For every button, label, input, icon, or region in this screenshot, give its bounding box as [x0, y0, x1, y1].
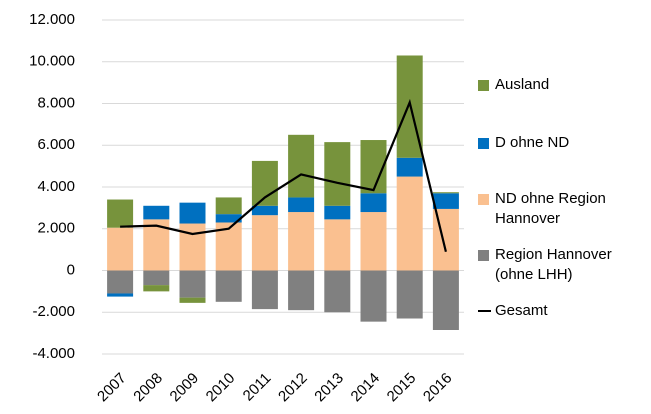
legend-label: ND ohne Region Hannover	[495, 190, 606, 227]
bar	[288, 212, 315, 271]
bar	[360, 212, 387, 271]
bar	[432, 193, 459, 209]
bar	[179, 202, 206, 224]
x-tick-label: 2012	[275, 370, 311, 406]
x-tick-label: 2008	[130, 370, 166, 406]
y-tick-label: 6.000	[37, 136, 75, 153]
bar	[324, 205, 351, 220]
bar	[396, 157, 423, 177]
bar	[143, 285, 170, 292]
x-tick-label: 2010	[203, 370, 239, 406]
bar	[251, 270, 278, 310]
bar	[215, 214, 242, 223]
bar	[396, 270, 423, 319]
bar	[251, 215, 278, 271]
bar	[215, 197, 242, 215]
legend-swatch	[478, 310, 491, 312]
y-tick-label: 12.000	[29, 11, 75, 28]
bar	[324, 142, 351, 206]
y-tick-label: 0	[67, 261, 75, 278]
legend-item: Ausland	[478, 75, 630, 95]
y-tick-label: -2.000	[32, 303, 75, 320]
legend-label: D ohne ND	[495, 134, 570, 151]
bar	[324, 219, 351, 271]
bar	[107, 227, 134, 271]
legend-item: Region Hannover (ohne LHH)	[478, 245, 630, 285]
legend-item: D ohne ND	[478, 133, 630, 153]
bar	[215, 270, 242, 302]
bar	[432, 192, 459, 194]
legend-label: Gesamt	[495, 302, 548, 319]
legend-item: Gesamt	[478, 301, 630, 321]
bar	[360, 270, 387, 322]
bar	[179, 223, 206, 271]
bar	[143, 205, 170, 220]
bar	[288, 270, 315, 311]
bar	[251, 205, 278, 216]
x-tick-label: 2013	[311, 370, 347, 406]
x-tick-label: 2009	[167, 370, 203, 406]
bar	[360, 193, 387, 213]
y-tick-label: 10.000	[29, 53, 75, 70]
line	[120, 98, 447, 252]
bar	[179, 270, 206, 298]
y-tick-label: 2.000	[37, 220, 75, 237]
bar	[107, 293, 134, 297]
bar	[288, 197, 315, 213]
bar	[107, 270, 134, 294]
legend-item: ND ohne Region Hannover	[478, 189, 630, 229]
x-tick-label: 2015	[384, 370, 420, 406]
bar	[432, 270, 459, 330]
bar	[251, 160, 278, 206]
bar	[288, 134, 315, 198]
legend-swatch	[478, 80, 489, 91]
x-tick-label: 2016	[420, 370, 456, 406]
legend-label: Region Hannover (ohne LHH)	[495, 246, 612, 283]
x-tick-label: 2014	[348, 370, 384, 406]
y-tick-label: 4.000	[37, 178, 75, 195]
y-tick-label: 8.000	[37, 94, 75, 111]
x-tick-label: 2007	[94, 370, 130, 406]
bar	[107, 199, 134, 228]
y-tick-label: -4.000	[32, 345, 75, 362]
bar	[143, 270, 170, 286]
bar	[396, 176, 423, 271]
x-tick-label: 2011	[240, 370, 275, 405]
legend-swatch	[478, 138, 489, 149]
legend-swatch	[478, 250, 489, 261]
bar	[179, 297, 206, 303]
legend-swatch	[478, 194, 489, 205]
legend-label: Ausland	[495, 76, 550, 93]
bar	[324, 270, 351, 313]
